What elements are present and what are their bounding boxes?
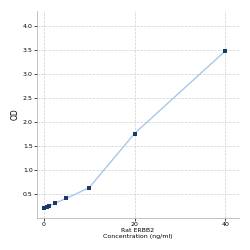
Y-axis label: OD: OD xyxy=(11,108,20,120)
X-axis label: Rat ERBB2
Concentration (ng/ml): Rat ERBB2 Concentration (ng/ml) xyxy=(103,228,173,239)
Point xyxy=(132,132,136,136)
Point xyxy=(53,201,57,205)
Point xyxy=(87,186,91,190)
Point xyxy=(48,204,52,208)
Point xyxy=(42,206,46,210)
Point xyxy=(223,49,227,53)
Point xyxy=(44,206,48,210)
Point xyxy=(64,196,68,200)
